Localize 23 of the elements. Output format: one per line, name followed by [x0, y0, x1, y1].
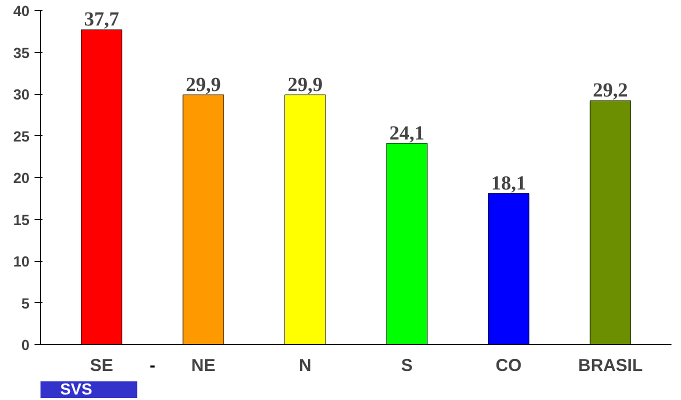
y-tick-label: 15	[13, 212, 30, 229]
text: -	[150, 355, 156, 376]
x-tick-label: SE	[90, 355, 114, 376]
x-tick-label: CO	[496, 355, 522, 376]
x-tick-label: S	[401, 355, 413, 376]
x-tick-label: BRASIL	[578, 355, 644, 376]
x-tick-label: N	[298, 355, 312, 376]
data-label: 29,9	[288, 74, 323, 96]
data-label: 29,2	[592, 80, 628, 102]
data-label: 18,1	[491, 172, 526, 194]
x-tick-label: NE	[191, 355, 216, 376]
data-label: 29,9	[186, 74, 221, 96]
text: SVS	[60, 381, 92, 398]
y-tick-label: 30	[13, 88, 30, 104]
y-tick-label: 35	[13, 46, 30, 62]
y-tick-label: 5	[21, 296, 30, 312]
data-label: 24,1	[389, 122, 424, 144]
y-tick-label: 10	[13, 254, 30, 270]
data-label: 37,7	[84, 8, 120, 31]
y-tick-label: 0	[21, 338, 30, 354]
y-tick-label: 40	[13, 4, 30, 20]
y-tick-label: 20	[13, 171, 30, 187]
y-tick-label: 25	[13, 129, 30, 146]
